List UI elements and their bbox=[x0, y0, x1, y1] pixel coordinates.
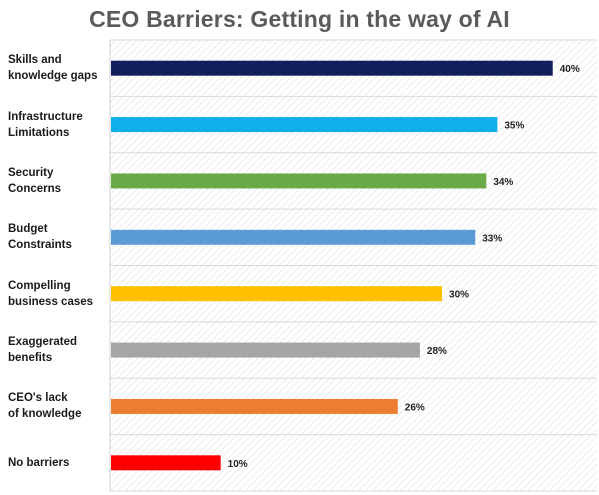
category-label-line: Infrastructure bbox=[8, 110, 83, 123]
bar bbox=[111, 60, 553, 76]
category-label: Security Concerns bbox=[8, 165, 118, 197]
bar bbox=[111, 117, 498, 133]
data-label: 30% bbox=[449, 290, 469, 301]
category-label: Infrastructure Limitations bbox=[8, 109, 118, 141]
category-label: Budget Constraints bbox=[8, 221, 118, 253]
category-label-line: benefits bbox=[8, 352, 53, 365]
category-label: No barriers bbox=[8, 455, 118, 471]
category-label-line: Concerns bbox=[8, 182, 62, 195]
bar bbox=[111, 286, 443, 302]
category-label: Skills and knowledge gaps bbox=[8, 52, 118, 84]
bar bbox=[111, 229, 476, 245]
category-label: CEO's lack of knowledge bbox=[8, 390, 118, 422]
data-label: 35% bbox=[504, 121, 524, 132]
category-label: Exaggerated benefits bbox=[8, 334, 118, 366]
category-label-line: Exaggerated bbox=[8, 336, 78, 349]
category-label-line: Skills and bbox=[8, 54, 62, 67]
data-label: 26% bbox=[405, 402, 425, 413]
data-label: 10% bbox=[228, 459, 248, 470]
bar bbox=[111, 173, 487, 189]
category-label-line: CEO's lack bbox=[8, 392, 68, 405]
data-label: 33% bbox=[482, 233, 502, 244]
bar bbox=[111, 398, 398, 414]
bar bbox=[111, 342, 420, 358]
data-label: 28% bbox=[427, 346, 447, 357]
category-label-line: No barriers bbox=[8, 456, 70, 469]
category-label-line: knowledge gaps bbox=[8, 70, 98, 83]
category-label-line: Security bbox=[8, 166, 54, 179]
category-label-line: business cases bbox=[8, 295, 94, 308]
category-label-line: Compelling bbox=[8, 279, 71, 292]
data-label: 40% bbox=[560, 64, 580, 75]
data-label: 34% bbox=[493, 177, 513, 188]
category-label-line: Limitations bbox=[8, 126, 70, 139]
chart-title: CEO Barriers: Getting in the way of AI bbox=[89, 6, 510, 32]
category-label-line: Budget bbox=[8, 223, 48, 236]
category-label-line: of knowledge bbox=[8, 408, 82, 421]
category-label: Compelling business cases bbox=[8, 278, 118, 310]
bar bbox=[111, 455, 221, 471]
category-label-line: Constraints bbox=[8, 239, 72, 252]
